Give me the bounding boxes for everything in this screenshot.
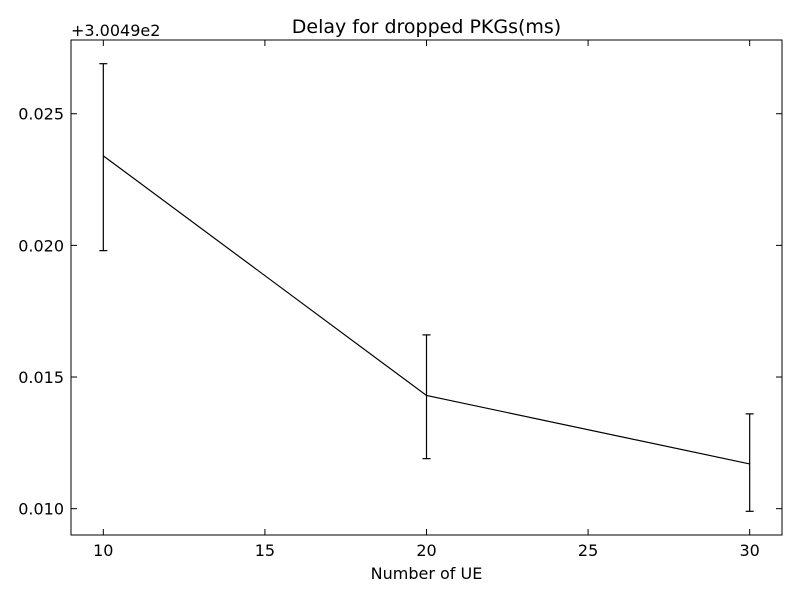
x-tick-label: 30 — [740, 541, 760, 560]
y-tick-label: 0.010 — [18, 500, 64, 519]
y-tick-label: 0.015 — [18, 368, 64, 387]
plot-frame — [70, 39, 783, 536]
x-tick-label: 20 — [416, 541, 436, 560]
chart-title: Delay for dropped PKGs(ms) — [292, 16, 561, 38]
chart-marks: 10 15 20 25 30 0.010 0.015 0.020 0.025 — [18, 40, 782, 560]
x-tick-label: 15 — [255, 541, 275, 560]
y-tick-label: 0.025 — [18, 105, 64, 124]
x-tick-label: 25 — [578, 541, 598, 560]
y-tick-label: 0.020 — [18, 236, 64, 255]
x-tick-label: 10 — [93, 541, 113, 560]
y-axis-offset-label: +3.0049e2 — [71, 21, 160, 40]
x-axis-title: Number of UE — [371, 564, 483, 583]
